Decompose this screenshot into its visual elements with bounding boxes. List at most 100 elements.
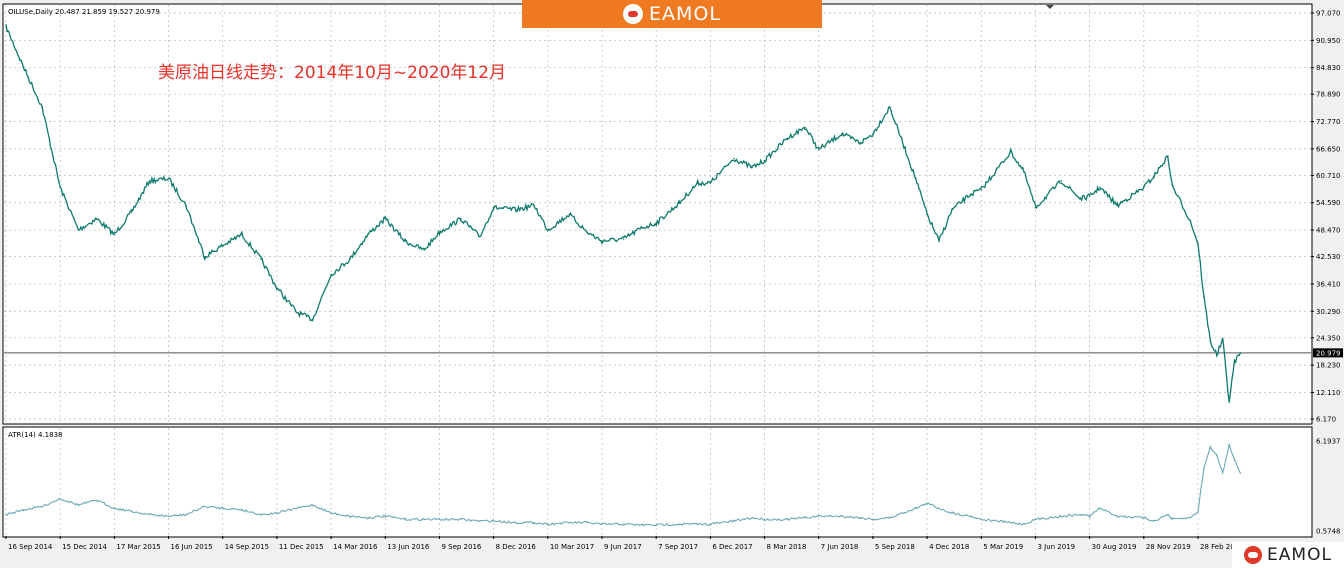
price-tick-label: 66.650 <box>1316 145 1341 153</box>
atr-point <box>349 515 351 517</box>
price-point <box>1034 206 1037 209</box>
price-tick-label: 97.070 <box>1316 10 1341 18</box>
atr-point <box>655 524 657 526</box>
price-point <box>167 177 170 180</box>
atr-point <box>1010 521 1012 524</box>
atr-point <box>404 518 406 521</box>
atr-point <box>1171 518 1173 521</box>
price-point <box>404 240 406 242</box>
atr-tick-label: 6.1937 <box>1316 438 1341 446</box>
time-tick-label: 14 Mar 2016 <box>333 543 378 551</box>
atr-point <box>980 518 982 521</box>
price-point <box>533 204 536 207</box>
atr-point <box>222 507 224 509</box>
time-tick-label: 4 Dec 2018 <box>929 543 969 551</box>
time-tick-label: 14 Sep 2015 <box>225 543 269 551</box>
atr-panel <box>2 426 1313 538</box>
atr-point <box>1228 443 1230 445</box>
atr-point <box>479 520 481 522</box>
price-tick-label: 12.110 <box>1316 389 1341 397</box>
price-point <box>678 202 680 204</box>
atr-point <box>969 515 972 517</box>
scroll-arrow-icon[interactable] <box>1046 5 1054 9</box>
atr-point <box>311 504 314 506</box>
atr-point <box>818 515 820 517</box>
atr-point <box>623 523 625 525</box>
atr-point <box>1116 515 1119 517</box>
atr-point <box>384 515 386 517</box>
atr-point <box>1143 517 1145 519</box>
time-tick-label: 10 Mar 2017 <box>550 543 594 551</box>
atr-point <box>367 517 369 519</box>
atr-point <box>951 512 953 514</box>
current-price-tag: 20.979 <box>1313 348 1343 358</box>
time-tick-label: 3 Jun 2019 <box>1037 543 1075 551</box>
atr-point <box>872 518 874 521</box>
price-point <box>41 106 43 108</box>
price-tick-label: 84.830 <box>1316 64 1341 72</box>
atr-point <box>601 523 603 525</box>
time-tick-label: 8 Mar 2018 <box>767 543 807 551</box>
price-tick-label: 36.410 <box>1316 280 1341 288</box>
price-point <box>1060 180 1063 182</box>
price-point <box>460 218 462 220</box>
price-point <box>951 209 953 211</box>
time-tick-label: 30 Aug 2019 <box>1092 543 1137 551</box>
atr-point <box>1239 472 1242 474</box>
atr-point <box>697 523 699 525</box>
atr-point <box>804 517 806 519</box>
price-point <box>938 240 940 242</box>
price-point <box>1153 175 1155 178</box>
price-point <box>95 218 98 220</box>
price-point <box>1233 360 1236 363</box>
atr-point <box>1197 510 1199 513</box>
price-point <box>889 106 891 108</box>
atr-point <box>641 524 643 526</box>
price-point <box>203 255 206 258</box>
time-tick-label: 6 Dec 2017 <box>712 543 752 551</box>
price-point <box>696 182 699 184</box>
price-tick-label: 48.470 <box>1316 227 1341 235</box>
price-point <box>492 206 495 209</box>
atr-gridlines <box>5 428 1199 536</box>
price-point <box>384 218 387 220</box>
atr-point <box>113 507 116 509</box>
atr-label: ATR(14) 4.1838 <box>8 431 62 439</box>
price-point <box>980 188 983 191</box>
atr-point <box>533 521 535 524</box>
price-point <box>113 233 116 236</box>
price-point <box>1143 186 1145 189</box>
price-point <box>77 229 80 231</box>
price-point <box>1197 242 1199 245</box>
atr-point <box>586 521 588 524</box>
price-point <box>568 213 571 216</box>
price-point <box>1221 338 1224 341</box>
price-point <box>1116 204 1119 207</box>
price-point <box>840 133 843 135</box>
eamol-watermark-icon <box>1244 546 1263 564</box>
current-price-label: 20.979 <box>1316 349 1341 357</box>
price-point <box>276 287 278 289</box>
price-point <box>260 258 262 260</box>
price-tick-label: 6.170 <box>1316 416 1336 424</box>
price-tick-label: 60.710 <box>1316 172 1341 180</box>
price-point <box>438 231 441 233</box>
time-tick-label: 11 Dec 2015 <box>279 543 324 551</box>
price-point <box>130 211 133 213</box>
time-tick-label: 28 Nov 2019 <box>1146 543 1191 551</box>
price-tick-label: 90.950 <box>1316 37 1341 45</box>
price-line <box>5 24 1241 403</box>
atr-point <box>515 521 517 524</box>
time-tick-label: 9 Jun 2017 <box>604 543 642 551</box>
price-point <box>655 222 657 224</box>
price-point <box>330 273 332 276</box>
atr-point <box>1167 513 1169 516</box>
atr-point <box>276 512 278 514</box>
atr-point <box>709 523 712 525</box>
price-point <box>5 25 7 28</box>
price-point <box>547 229 549 231</box>
price-point <box>1209 340 1212 343</box>
atr-point <box>751 517 753 519</box>
price-point <box>221 244 224 247</box>
